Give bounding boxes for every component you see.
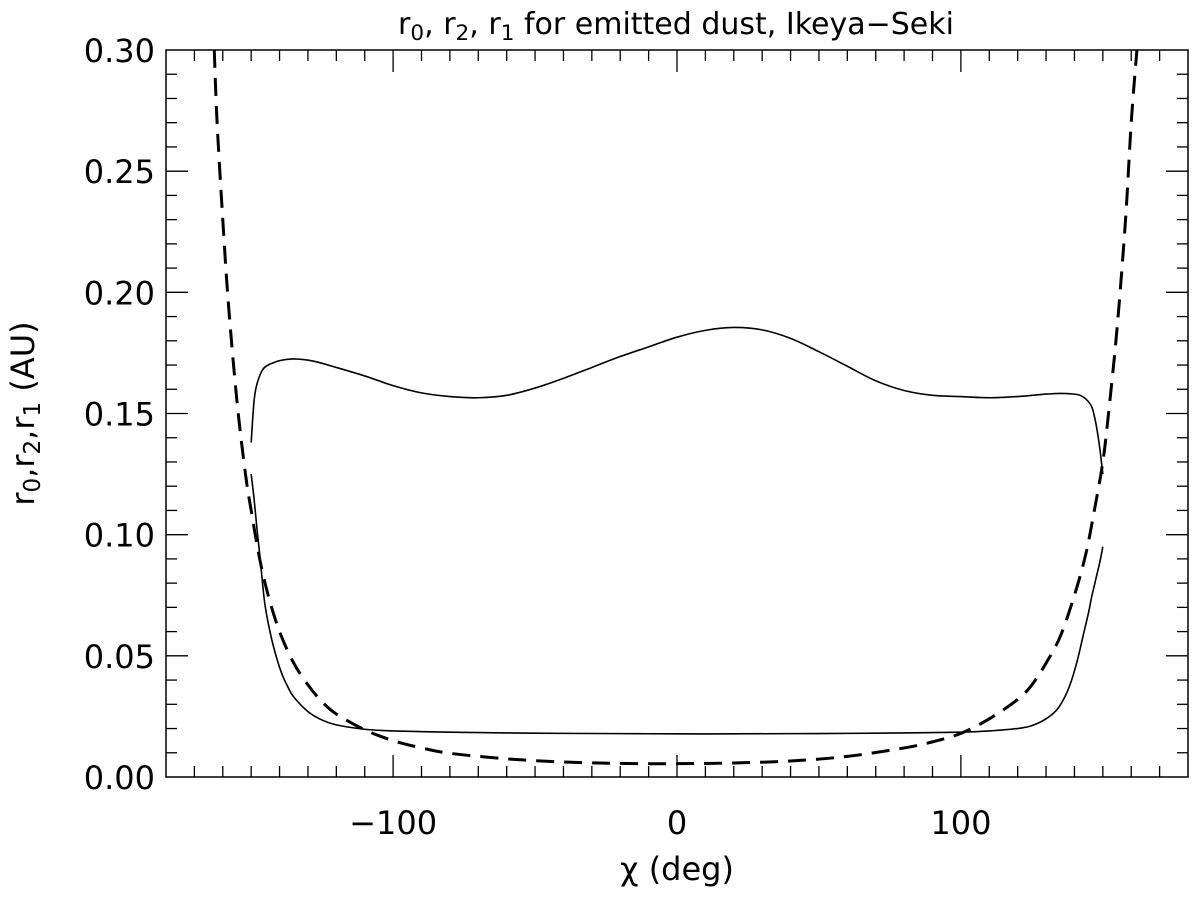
text-part-5: 1 — [501, 21, 515, 46]
text-part-3: 2 — [456, 21, 470, 46]
text-part-0: r — [398, 7, 411, 42]
x-tick-labels: −100 0 100 — [349, 804, 991, 842]
y-tick-label: 0.20 — [84, 274, 155, 312]
text-part-2: , r — [424, 7, 456, 42]
y-tick-label: 0.30 — [84, 32, 155, 70]
text-part-1: 0 — [410, 21, 424, 46]
text-part-4: , r — [469, 7, 501, 42]
series-group — [212, 50, 1139, 766]
text-part-6: for emitted dust, Ikeya−Seki — [514, 7, 954, 42]
series-line-2 — [212, 50, 1139, 766]
chart-title: r0, r2, r1 for emitted dust, Ikeya−Seki — [398, 7, 954, 46]
text-part-5: 1 — [20, 402, 46, 417]
series-line-0 — [250, 326, 1104, 475]
y-tick-label: 0.15 — [84, 396, 155, 434]
y-tick-labels: 0.00 0.05 0.10 0.15 0.20 0.25 0.30 — [84, 32, 155, 797]
text-part-1: 0 — [20, 478, 46, 493]
series-line-1 — [250, 473, 1104, 735]
text-part-3: 2 — [20, 440, 46, 455]
x-tick-label: −100 — [349, 804, 437, 842]
y-tick-label: 0.25 — [84, 153, 155, 191]
plot-frame — [165, 49, 1189, 778]
x-tick-label: 100 — [930, 804, 991, 842]
text-part-2: ,r — [4, 454, 42, 478]
x-tick-label: 0 — [667, 804, 687, 842]
x-axis-label: χ (deg) — [620, 850, 734, 888]
y-tick-label: 0.10 — [84, 517, 155, 555]
text-part-6: (AU) — [4, 321, 42, 401]
y-tick-label: 0.00 — [84, 759, 155, 797]
text-part-0: r — [4, 492, 42, 506]
text-part-4: ,r — [4, 416, 42, 440]
y-tick-label: 0.05 — [84, 638, 155, 676]
ticks — [166, 50, 1188, 777]
y-axis-label: r0,r2,r1 (AU) — [4, 321, 46, 505]
